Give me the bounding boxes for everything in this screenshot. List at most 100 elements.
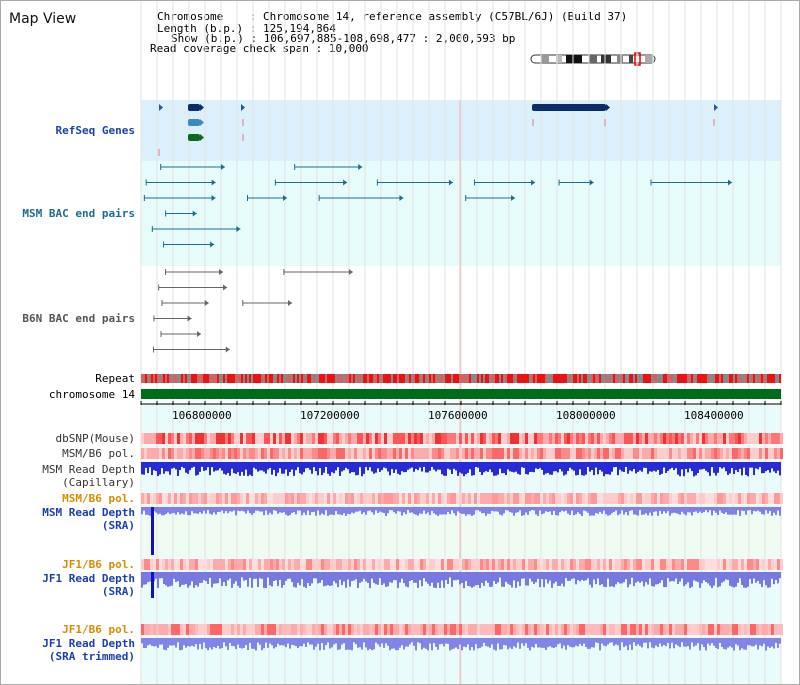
dbsnp-label[interactable]: dbSNP(Mouse) — [55, 432, 135, 445]
repeat-cell — [639, 374, 641, 383]
jf1-sra-depth — [581, 572, 583, 580]
msm-pol-heat — [264, 448, 267, 459]
jf1-sra-depth — [325, 572, 327, 586]
msm-pol-sra-heat — [597, 493, 600, 504]
jf1-trim-depth — [461, 638, 463, 651]
msm-cap-depth — [757, 462, 759, 470]
dbsnp-heat — [675, 433, 678, 444]
refseq-genes-label[interactable]: RefSeq Genes — [55, 124, 135, 137]
repeat-cell — [401, 374, 403, 383]
jf1-pol-2-heat — [441, 624, 444, 635]
jf1-pol-2-heat — [177, 624, 180, 635]
msm-b6-pol-sra-label[interactable]: MSM/B6 pol. — [62, 492, 135, 505]
msm-pol-heat — [663, 448, 666, 459]
jf1-trim-depth — [297, 638, 299, 649]
jf1-read-trim-label[interactable]: JF1 Read Depth — [42, 637, 135, 650]
jf1-trim-depth — [247, 638, 249, 651]
msm-sra-depth — [509, 507, 511, 512]
jf1-sra-depth — [725, 572, 727, 580]
jf1-sra-depth — [211, 572, 213, 588]
msm-cap-depth — [587, 462, 589, 467]
msm-bac-label[interactable]: MSM BAC end pairs — [22, 207, 135, 220]
jf1-pol-heat — [642, 559, 645, 570]
msm-pol-heat — [216, 448, 219, 459]
repeat-cell — [575, 374, 577, 383]
jf1-sra-depth — [353, 572, 355, 581]
jf1-pol-heat — [498, 559, 501, 570]
msm-pol-sra-heat — [408, 493, 411, 504]
msm-cap-depth — [387, 462, 389, 472]
msm-cap-depth — [371, 462, 373, 472]
jf1-sra-depth — [165, 572, 167, 586]
jf1-pol-2-heat — [522, 624, 525, 635]
msm-pol-heat — [582, 448, 585, 459]
jf1-pol-heat — [546, 559, 549, 570]
msm-pol-heat — [525, 448, 528, 459]
msm-b6-pol-label[interactable]: MSM/B6 pol. — [62, 447, 135, 460]
repeat-cell — [385, 374, 387, 383]
msm-cap-depth — [445, 462, 447, 476]
repeat-cell — [337, 374, 339, 383]
jf1-pol-heat — [468, 559, 471, 570]
msm-cap-depth — [299, 462, 301, 474]
msm-sra-depth — [259, 507, 261, 512]
msm-sra-depth — [291, 507, 293, 513]
msm-cap-depth — [597, 462, 599, 475]
jf1-trim-depth — [355, 638, 357, 645]
jf1-pol-2-heat — [546, 624, 549, 635]
repeat-cell — [455, 374, 457, 383]
dbsnp-heat — [477, 433, 480, 444]
msm-pol-sra-heat — [354, 493, 357, 504]
jf1-sra-depth — [301, 572, 303, 580]
msm-sra-depth — [177, 507, 179, 513]
msm-sra-depth — [347, 507, 349, 514]
jf1-trim-depth — [557, 638, 559, 645]
repeat-cell — [393, 374, 395, 383]
msm-sra-depth — [193, 507, 195, 514]
jf1-trim-depth — [529, 638, 531, 651]
msm-pol-heat — [555, 448, 558, 459]
jf1-pol-2-heat — [756, 624, 759, 635]
jf1-read-sra-label[interactable]: JF1 Read Depth — [42, 572, 135, 585]
jf1-pol-2-heat — [615, 624, 618, 635]
repeat-cell — [323, 374, 325, 383]
b6n-bac-label[interactable]: B6N BAC end pairs — [22, 312, 135, 325]
msm-pol-heat — [699, 448, 702, 459]
msm-pol-heat — [345, 448, 348, 459]
jf1-sra-depth — [765, 572, 767, 586]
repeat-cell — [213, 374, 215, 383]
msm-pol-heat — [531, 448, 534, 459]
msm-read-cap-label[interactable]: MSM Read Depth — [42, 463, 135, 476]
repeat-cell — [535, 374, 537, 383]
jf1-pol-2-heat — [468, 624, 471, 635]
jf1-b6-pol-label[interactable]: JF1/B6 pol. — [62, 558, 135, 571]
msm-pol-heat — [594, 448, 597, 459]
jf1-sra-depth — [459, 572, 461, 585]
jf1-trim-depth — [317, 638, 319, 644]
msm-sra-depth — [591, 507, 593, 516]
dbsnp-heat — [504, 433, 507, 444]
dbsnp-heat — [204, 433, 207, 444]
msm-cap-depth — [457, 462, 459, 476]
msm-sra-depth — [325, 507, 327, 511]
msm-cap-depth — [381, 462, 383, 471]
msm-cap-depth — [729, 462, 731, 474]
msm-bac-pair — [211, 195, 216, 201]
msm-sra-depth — [481, 507, 483, 514]
jf1-pol-heat — [579, 559, 582, 570]
jf1-trim-depth — [273, 638, 275, 649]
jf1-sra-depth — [369, 572, 371, 589]
jf1-b6-pol-2-label[interactable]: JF1/B6 pol. — [62, 623, 135, 636]
msm-pol-sra-heat — [741, 493, 744, 504]
msm-cap-depth — [715, 462, 717, 476]
jf1-pol-2-heat — [246, 624, 249, 635]
jf1-trim-depth — [299, 638, 301, 647]
msm-pol-heat — [621, 448, 624, 459]
msm-read-sra-label[interactable]: MSM Read Depth — [42, 506, 135, 519]
jf1-pol-heat — [717, 559, 720, 570]
msm-pol-sra-heat — [402, 493, 405, 504]
repeat-cell — [709, 374, 711, 383]
msm-sra-depth — [561, 507, 563, 511]
msm-sra-depth — [309, 507, 311, 516]
